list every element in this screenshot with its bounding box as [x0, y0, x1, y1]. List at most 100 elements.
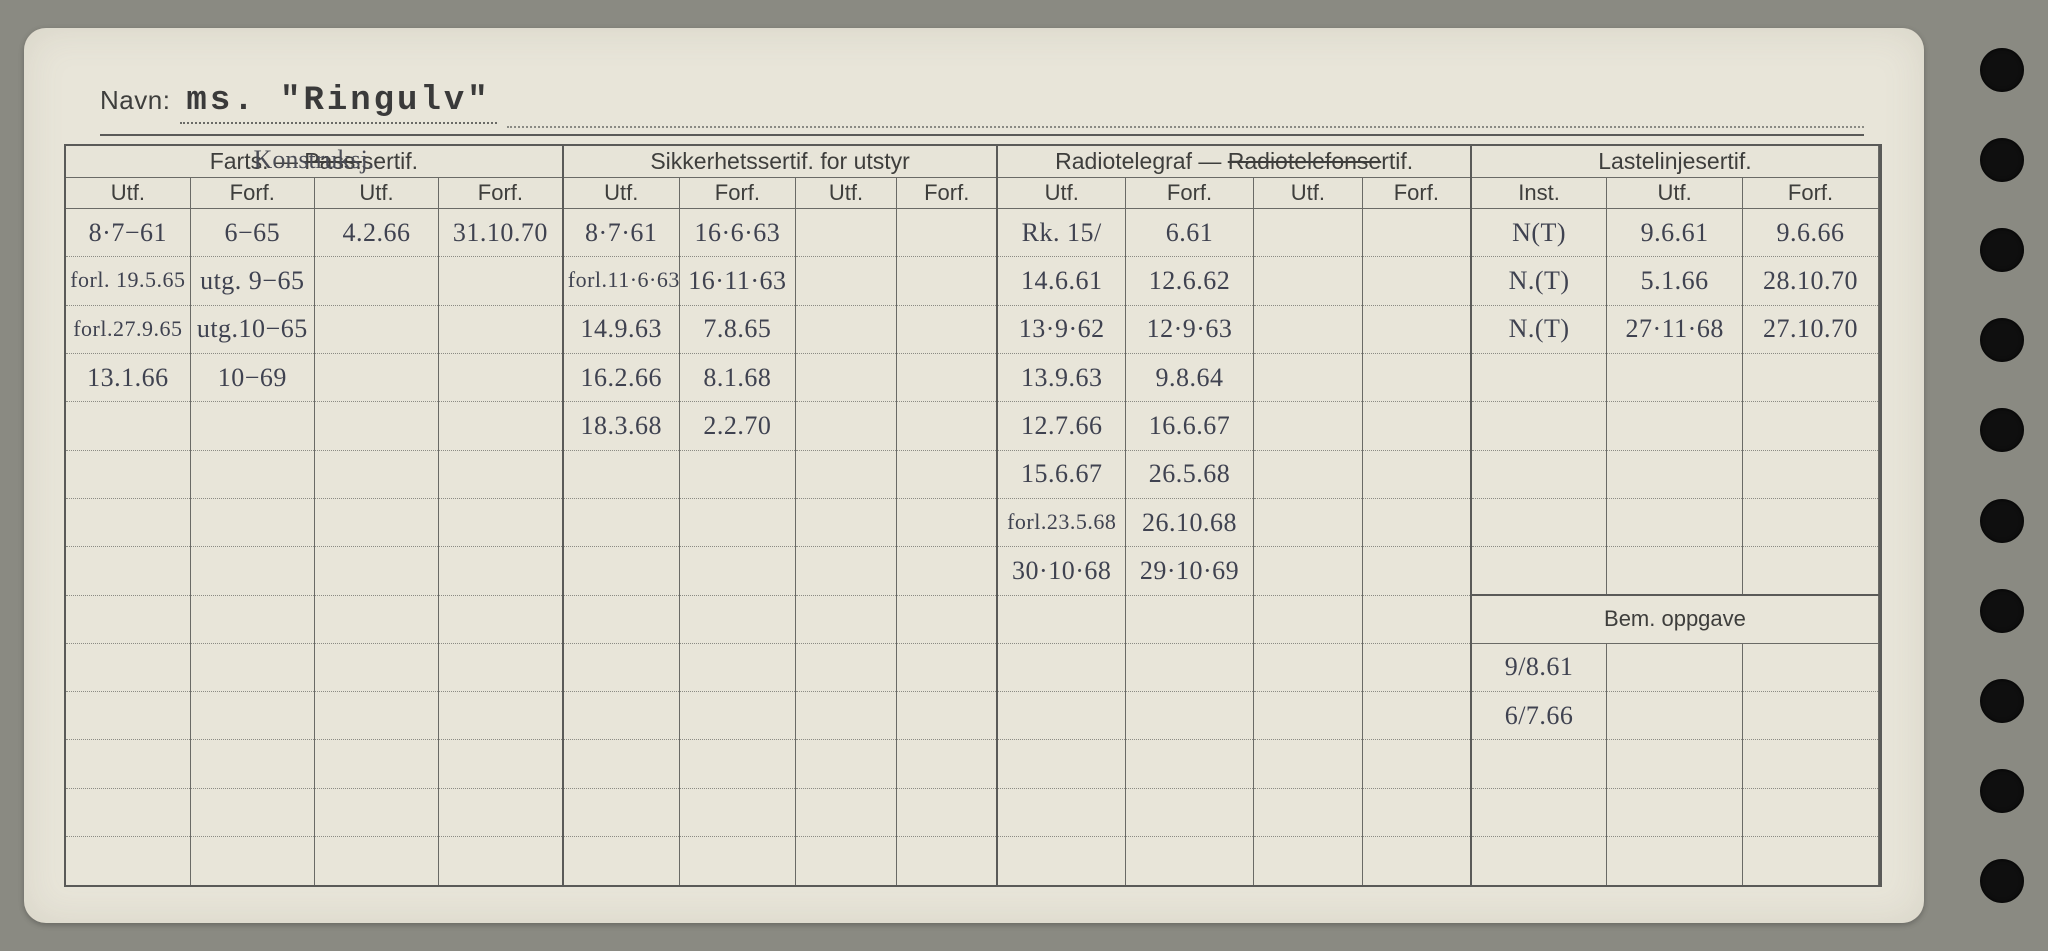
cell: 26.10.68: [1125, 498, 1253, 546]
cell: [563, 837, 679, 885]
certificate-table: Farts. — Pass.sertif. Konstruksj. Sikker…: [66, 146, 1879, 885]
cell: 29·10·69: [1125, 547, 1253, 595]
cell: [314, 305, 438, 353]
name-value: ms. "Ringulv": [180, 82, 496, 124]
cell: 12·9·63: [1125, 305, 1253, 353]
cell: [679, 547, 795, 595]
handwritten-value: 16.6.67: [1149, 411, 1231, 440]
table-row: 15.6.6726.5.68: [66, 450, 1879, 498]
cell: [439, 450, 563, 498]
cell: [1471, 498, 1607, 546]
cell: [314, 837, 438, 885]
cell: 8·7·61: [563, 209, 679, 257]
index-card: Navn: ms. "Ringulv" Farts. — Pass.sertif…: [24, 28, 1924, 923]
cell: [1125, 595, 1253, 643]
cell: [190, 547, 314, 595]
cell: 8.1.68: [679, 353, 795, 401]
handwritten-annotation: Konstruksj.: [16, 145, 611, 175]
cell: [66, 643, 190, 691]
bem-cell: [1607, 692, 1743, 740]
cell: [1362, 257, 1471, 305]
cell: [563, 498, 679, 546]
handwritten-value: N(T): [1512, 218, 1566, 247]
cell: [314, 692, 438, 740]
cell: 12.7.66: [997, 402, 1125, 450]
table-row: 18.3.682.2.7012.7.6616.6.67: [66, 402, 1879, 450]
cell: [563, 595, 679, 643]
handwritten-value: 7.8.65: [703, 314, 771, 343]
cell: [1607, 498, 1743, 546]
cell: [1125, 788, 1253, 836]
cell: [897, 257, 998, 305]
cell: forl.27.9.65: [66, 305, 190, 353]
cell: [314, 257, 438, 305]
handwritten-value: 6.61: [1166, 218, 1214, 247]
cell: [190, 643, 314, 691]
cell: [1362, 788, 1471, 836]
cell: [314, 740, 438, 788]
cell: [897, 740, 998, 788]
cell: [897, 837, 998, 885]
handwritten-value: 16.2.66: [580, 363, 662, 392]
cell: [1362, 402, 1471, 450]
cell: [563, 450, 679, 498]
handwritten-value: 15.6.67: [1021, 459, 1103, 488]
bem-cell: [1743, 692, 1879, 740]
cell: [190, 498, 314, 546]
cell: [1362, 692, 1471, 740]
cell: [1254, 547, 1363, 595]
cell: N.(T): [1471, 257, 1607, 305]
cell: [1254, 209, 1363, 257]
col-forf: Forf.: [1362, 178, 1471, 209]
handwritten-value: Rk. 15/: [1022, 218, 1102, 247]
cell: [1254, 740, 1363, 788]
handwritten-value: 13.1.66: [87, 363, 169, 392]
handwritten-value: 12.7.66: [1021, 411, 1103, 440]
cell: 27.10.70: [1743, 305, 1879, 353]
cell: [1471, 547, 1607, 595]
cell: 14.6.61: [997, 257, 1125, 305]
handwritten-value: 9.8.64: [1156, 363, 1224, 392]
cell: [796, 740, 897, 788]
handwritten-value: utg.10−65: [197, 314, 308, 343]
page: Navn: ms. "Ringulv" Farts. — Pass.sertif…: [0, 0, 2048, 951]
bem-cell: [1607, 837, 1743, 885]
cell: [190, 740, 314, 788]
handwritten-value: 30·10·68: [1012, 556, 1111, 585]
handwritten-value: N.(T): [1509, 314, 1570, 343]
cell: [1362, 209, 1471, 257]
cell: [796, 305, 897, 353]
bem-oppgave-header: Bem. oppgave: [1471, 595, 1879, 643]
bem-cell: 9/8.61: [1471, 643, 1607, 691]
cell: [897, 595, 998, 643]
binder-holes: [1980, 48, 2040, 903]
col-forf: Forf.: [897, 178, 998, 209]
table-row: Bem. oppgave: [66, 595, 1879, 643]
name-line: Navn: ms. "Ringulv": [100, 82, 1864, 136]
group-header-farts: Farts. — Pass.sertif. Konstruksj.: [66, 146, 563, 178]
cell: [1254, 353, 1363, 401]
cell: [563, 740, 679, 788]
col-forf: Forf.: [190, 178, 314, 209]
cell: 12.6.62: [1125, 257, 1253, 305]
cell: [1125, 643, 1253, 691]
cell: [897, 209, 998, 257]
bem-cell: [1471, 788, 1607, 836]
cell: [314, 547, 438, 595]
col-forf: Forf.: [679, 178, 795, 209]
cell: [1471, 402, 1607, 450]
cell: [314, 450, 438, 498]
cell: 28.10.70: [1743, 257, 1879, 305]
cell: [66, 837, 190, 885]
cell: [314, 353, 438, 401]
cell: utg.10−65: [190, 305, 314, 353]
cell: [897, 305, 998, 353]
cell: 30·10·68: [997, 547, 1125, 595]
cell: [1471, 353, 1607, 401]
cell: [439, 257, 563, 305]
cell: [439, 305, 563, 353]
cell: [897, 450, 998, 498]
handwritten-value: 9.6.61: [1641, 218, 1709, 247]
handwritten-value: forl.27.9.65: [73, 316, 182, 341]
cell: [796, 788, 897, 836]
